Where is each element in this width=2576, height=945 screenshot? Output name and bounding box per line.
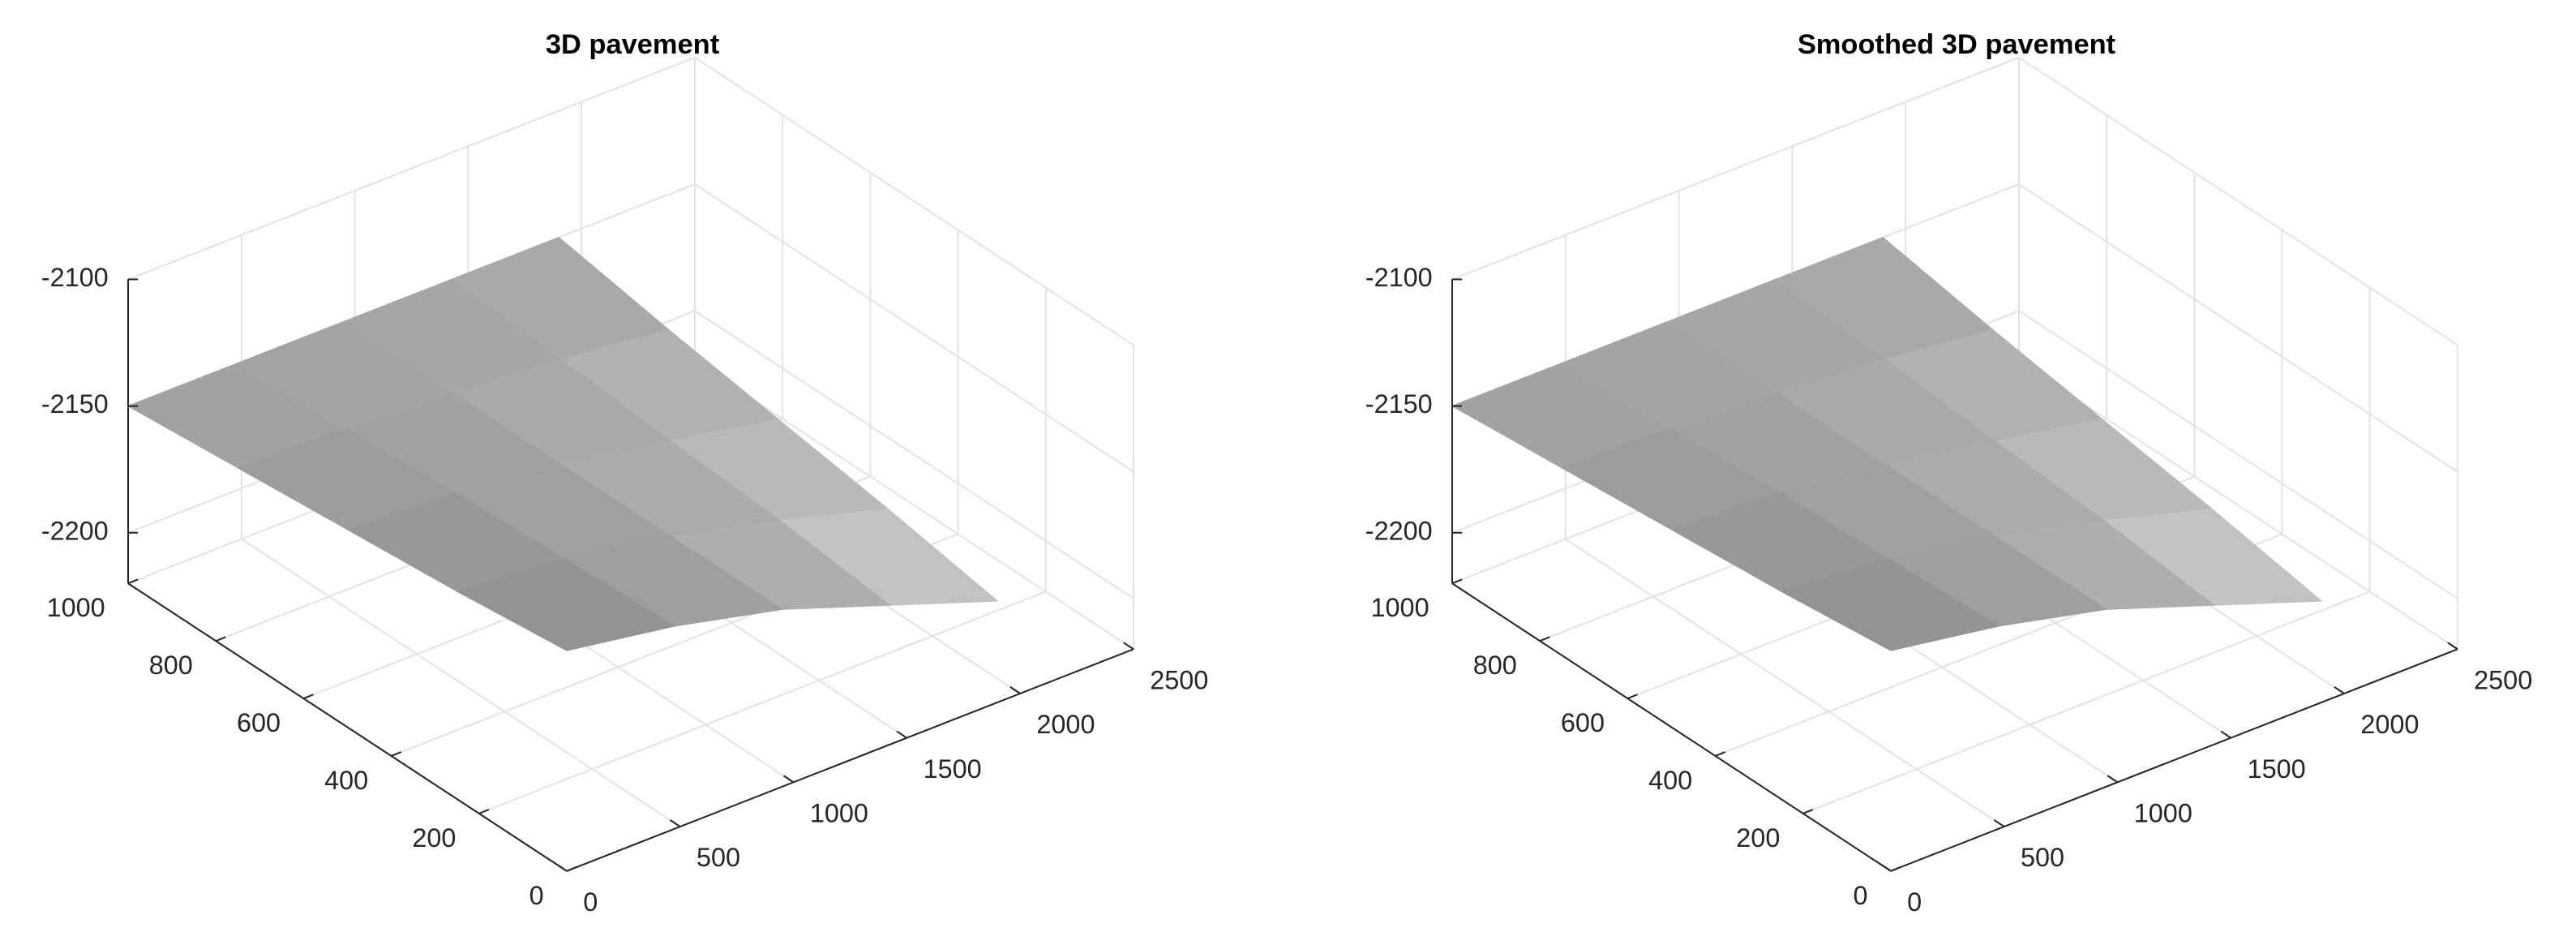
x-tick [896,730,907,739]
y-tick [1539,636,1550,642]
x-tick-label: 2500 [2474,665,2532,694]
x-tick-label: 0 [1907,887,1922,917]
y-tick [1627,694,1638,699]
y-tick [127,578,139,585]
y-tick-label: 1000 [47,593,105,622]
x-tick-label: 1500 [2248,754,2306,784]
x-tick [1994,819,2005,827]
y-tick [566,866,577,872]
y-tick [478,809,490,814]
grid-line [2018,360,2458,651]
x-tick-label: 1500 [924,754,982,784]
x-tick [2334,686,2345,694]
x-tick-label: 1000 [810,798,868,827]
x-tick [1123,642,1134,651]
x-tick-label: 500 [697,843,740,872]
x-tick [782,775,795,784]
grid-line [2018,57,2458,346]
x-tick [556,863,568,872]
y-tick-label: 400 [1648,766,1692,795]
x-tick-label: 0 [583,887,598,917]
x-tick [2220,730,2231,739]
y-tick-label: 0 [529,881,544,910]
z-tick-label: -2150 [41,389,109,419]
y-tick [1451,578,1463,585]
grid-line [1451,56,2020,281]
x-tick [670,819,681,827]
y-tick-label: 400 [324,766,368,795]
z-tick-label: -2100 [1365,263,1433,292]
y-tick [1802,809,1814,814]
y-tick-label: 1000 [1371,593,1429,622]
y-tick-label: 600 [237,708,281,737]
grid-line [1802,591,2371,814]
grid-line [694,310,1134,599]
grid-line [1565,538,2005,827]
grid-line [694,183,1134,473]
x-axis [1890,648,2458,872]
y-tick-label: 200 [412,823,456,853]
y-tick-label: 800 [1473,651,1517,680]
x-tick [2447,642,2458,651]
z-tick-label: -2100 [41,263,109,292]
surface-patch [456,558,676,651]
surface-patch [1780,558,2000,651]
y-axis [1451,582,1892,872]
x-tick-label: 2500 [1150,665,1208,694]
y-tick-label: 800 [149,651,193,680]
y-tick-label: 600 [1561,708,1605,737]
x-tick [2107,775,2119,784]
x-tick-label: 2000 [1036,710,1095,739]
grid-line [2018,310,2458,599]
y-tick [1715,751,1726,757]
y-tick-label: 200 [1736,823,1780,853]
x-tick [1880,863,1892,872]
y-axis [127,582,568,872]
z-tick-label: -2200 [1365,516,1433,545]
y-tick [303,694,314,699]
plot-area: 3D pavement -2200 -2150 -2100 0 200 400 600 800 1… [41,29,2532,917]
grid-line [694,360,1134,651]
grid-line [241,538,681,827]
y-tick [215,636,226,642]
x-axis [566,648,1134,872]
x-tick-label: 2000 [2360,710,2419,739]
x-tick-label: 500 [2021,843,2064,872]
chart-title: Smoothed 3D pavement [1798,29,2116,60]
y-tick [391,751,402,757]
x-tick [1009,686,1021,694]
x-tick-label: 1000 [2134,798,2192,827]
z-tick-label: -2150 [1365,389,1433,419]
grid-line [478,591,1047,814]
y-tick-label: 0 [1854,881,1868,910]
grid-line [127,56,696,281]
grid-line [694,57,1134,346]
y-tick [1890,866,1901,872]
z-tick-label: -2200 [41,516,109,545]
grid-line [2018,183,2458,473]
chart-title: 3D pavement [546,29,720,60]
